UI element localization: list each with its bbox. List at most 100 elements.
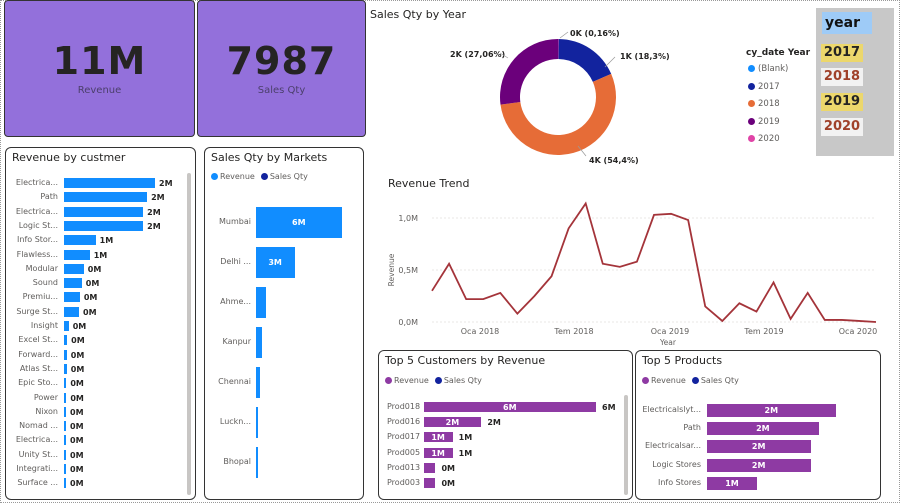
top-product-bar[interactable] xyxy=(707,476,758,490)
customer-bar[interactable] xyxy=(64,306,80,317)
customer-bar[interactable] xyxy=(64,378,67,389)
slicer-item-2018[interactable]: 2018 xyxy=(821,68,863,86)
donut-legend-item[interactable]: (Blank) xyxy=(748,64,788,74)
customer-bar[interactable] xyxy=(64,363,67,374)
top-product-name-label: Path xyxy=(683,423,701,433)
donut-title: Sales Qty by Year xyxy=(370,8,467,21)
customer-bar[interactable] xyxy=(64,249,90,260)
donut-legend-label: (Blank) xyxy=(758,64,789,74)
top-product-value-label: 2M xyxy=(751,460,766,470)
customer-bar[interactable] xyxy=(64,392,67,403)
market-bar[interactable] xyxy=(256,207,342,238)
top-customers-title: Top 5 Customers by Revenue xyxy=(385,354,546,367)
sales-qty-card[interactable]: 7987 Sales Qty xyxy=(197,0,366,137)
market-bar[interactable] xyxy=(256,247,295,278)
revenue-by-customer-title: Revenue by custmer xyxy=(12,151,126,164)
top-product-name-label: Logic Stores xyxy=(652,459,701,469)
markets-legend: Revenue Sales Qty xyxy=(211,172,308,181)
customer-name-label: Epic Sto... xyxy=(18,378,58,388)
top-customer-bar[interactable] xyxy=(424,478,436,488)
customer-bar[interactable] xyxy=(64,206,144,217)
customer-name-label: Excel St... xyxy=(18,335,58,345)
top-customer-inner-label: 1M xyxy=(431,448,445,458)
donut-label-2019: 2K (27,06%) xyxy=(450,50,506,59)
donut-legend-item[interactable]: 2017 xyxy=(748,82,780,92)
top-product-bar[interactable] xyxy=(707,422,820,436)
donut-legend-label: 2017 xyxy=(758,81,780,92)
top-product-bar[interactable] xyxy=(707,440,811,454)
slicer-item-2020[interactable]: 2020 xyxy=(821,118,863,136)
revenue-by-customer-panel[interactable]: Revenue by custmer Electrica... 2M Path 2M E… xyxy=(5,147,196,500)
customer-name-label: Info Stor... xyxy=(17,235,58,245)
trend-ytick-label: 1,0M xyxy=(398,214,418,223)
top-customer-bar[interactable] xyxy=(424,417,482,428)
donut-legend-title: cy_date Year xyxy=(746,48,811,58)
customer-bar[interactable] xyxy=(64,349,67,360)
customer-name-label: Modular xyxy=(25,263,58,273)
top-product-bar[interactable] xyxy=(707,404,836,417)
customer-value-label: 0M xyxy=(83,307,97,317)
revenue-card[interactable]: 11M Revenue xyxy=(4,0,195,137)
market-bar[interactable] xyxy=(256,287,267,318)
top-customers-panel[interactable]: Top 5 Customers by Revenue Revenue Sales… xyxy=(378,350,633,500)
market-bar[interactable] xyxy=(256,447,258,478)
donut-slice-2018[interactable] xyxy=(500,73,616,155)
customer-bar[interactable] xyxy=(64,178,155,188)
trend-xtick-label: Tem 2019 xyxy=(743,327,783,336)
top-customers-legend-revenue-label: Revenue xyxy=(394,376,429,385)
customer-value-label: 0M xyxy=(70,422,84,432)
customer-bar[interactable] xyxy=(64,192,148,203)
customer-bar[interactable] xyxy=(64,220,144,231)
trend-ytick-label: 0,0M xyxy=(398,318,418,327)
customer-scrollbar[interactable] xyxy=(187,173,191,495)
customer-bar[interactable] xyxy=(64,278,82,289)
donut-legend-item[interactable]: 2019 xyxy=(748,117,780,127)
customer-name-label: Atlas St... xyxy=(19,363,58,373)
market-bar[interactable] xyxy=(256,367,261,398)
customer-bar[interactable] xyxy=(64,292,80,303)
top-customer-bar[interactable] xyxy=(424,402,596,412)
top-products-panel[interactable]: Top 5 Products Revenue Sales Qty Electri… xyxy=(635,350,881,500)
customer-bar[interactable] xyxy=(64,406,66,417)
slicer-item-2019[interactable]: 2019 xyxy=(821,93,863,111)
legend-dot-icon xyxy=(748,100,755,107)
revenue-trend-line[interactable] xyxy=(431,201,877,323)
top-customers-scrollbar[interactable] xyxy=(624,395,628,495)
trend-xtick-label: Oca 2019 xyxy=(651,327,690,336)
top-products-legend-sales-qty: Sales Qty xyxy=(691,376,739,385)
top-customer-name-label: Prod005 xyxy=(387,447,421,457)
customer-bar[interactable] xyxy=(64,435,66,446)
top-product-name-label: Electricalslyt... xyxy=(642,405,701,414)
revenue-trend-chart[interactable]: 1,0M 0,5M 0,0M Revenue Oca 2018 Tem 2018 Oca 2… xyxy=(380,195,890,347)
top-product-value-label: 2M xyxy=(756,424,770,434)
customer-bar[interactable] xyxy=(64,421,66,432)
customer-bar[interactable] xyxy=(64,449,66,460)
slicer-item-2017[interactable]: 2017 xyxy=(821,44,863,62)
customer-bar[interactable] xyxy=(64,235,96,246)
year-slicer[interactable]: year 2017 2018 2019 2020 xyxy=(816,8,894,156)
revenue-dot-icon xyxy=(385,377,392,384)
market-bar[interactable] xyxy=(256,327,263,358)
legend-dot-icon xyxy=(748,65,755,72)
donut-slice-2019[interactable] xyxy=(500,39,558,105)
customer-value-label: 0M xyxy=(70,393,84,403)
markets-panel[interactable]: Sales Qty by Markets Revenue Sales Qty M… xyxy=(204,147,364,500)
top-products-legend-sales-qty-label: Sales Qty xyxy=(700,376,739,385)
donut-slice-2017[interactable] xyxy=(558,39,612,82)
top-customer-bar[interactable] xyxy=(424,432,453,443)
customer-bar[interactable] xyxy=(64,464,66,474)
top-product-bar[interactable] xyxy=(707,458,811,472)
market-bar[interactable] xyxy=(256,407,259,438)
customer-bar[interactable] xyxy=(64,335,68,346)
donut-chart[interactable] xyxy=(480,22,640,172)
top-customer-bar[interactable] xyxy=(424,447,453,458)
sales-qty-dot-icon xyxy=(434,377,442,384)
top-customer-bar[interactable] xyxy=(424,462,436,473)
donut-legend-item[interactable]: 2020 xyxy=(748,134,780,144)
donut-legend-item[interactable]: 2018 xyxy=(748,99,780,109)
top-customer-name-label: Prod013 xyxy=(387,462,421,472)
customer-bar[interactable] xyxy=(64,263,84,274)
donut-slice-blank[interactable] xyxy=(558,39,559,60)
customer-bar[interactable] xyxy=(64,321,69,331)
customer-bar[interactable] xyxy=(64,478,66,489)
